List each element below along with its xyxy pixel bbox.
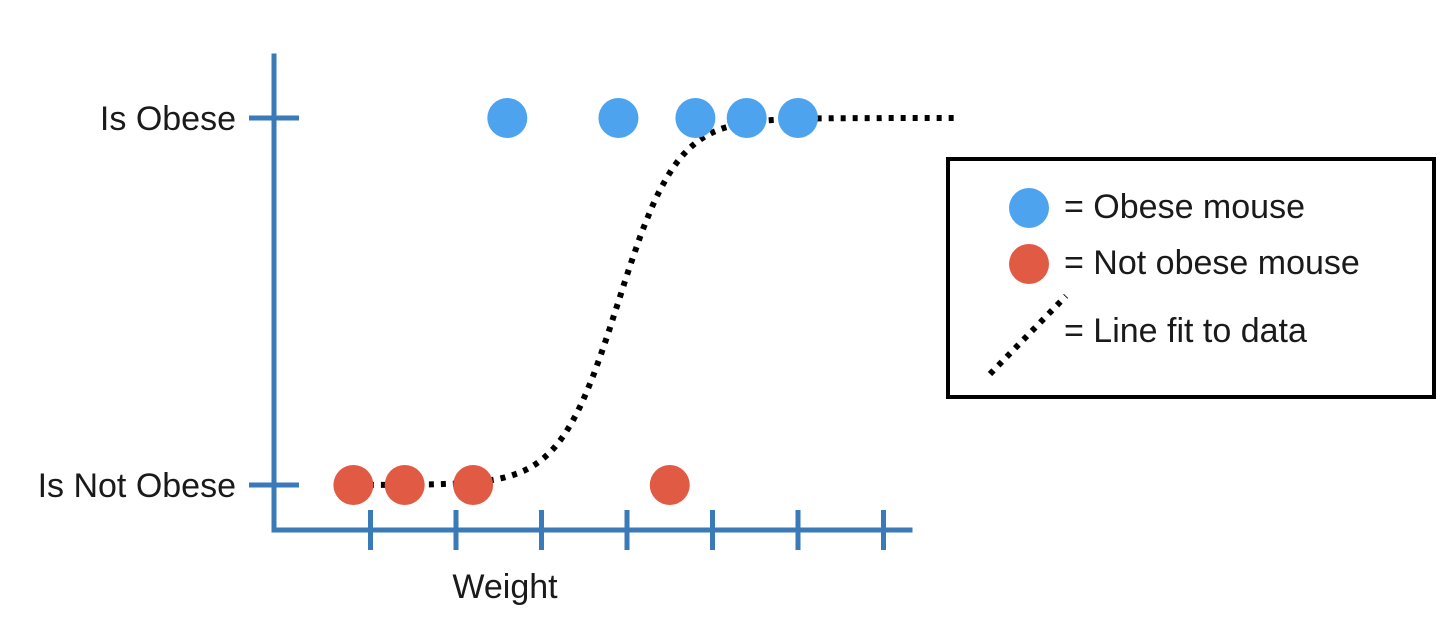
legend-label-obese: = Obese mouse [1064,188,1305,226]
obese-point-4 [778,98,818,138]
not-obese-point-0 [333,465,374,505]
not-obese-point-3 [649,465,690,505]
legend-label-line-fit: = Line fit to data [1064,312,1307,350]
legend-swatch-not-obese [1009,244,1049,284]
y-ticks: Is Not Obese Is Obese [38,100,299,505]
fit-curve [344,115,961,488]
obese-point-1 [598,98,639,138]
not-obese-point-2 [453,465,494,505]
x-ticks [368,510,886,550]
legend: = Obese mouse = Not obese mouse = Line f… [946,157,1436,399]
y-tick-label-0: Is Not Obese [38,467,236,505]
obese-point-0 [487,98,528,138]
y-tick-label-1: Is Obese [100,100,236,138]
not-obese-point-1 [384,465,425,505]
curve-layer [344,115,961,488]
obese-point-3 [726,98,767,138]
obese-point-2 [675,98,716,138]
legend-label-not-obese: = Not obese mouse [1064,244,1360,282]
legend-swatch-obese [1009,188,1049,228]
x-axis-label: Weight [452,568,558,606]
axes: Is Not Obese Is Obese [38,53,913,550]
points-layer [333,98,818,505]
